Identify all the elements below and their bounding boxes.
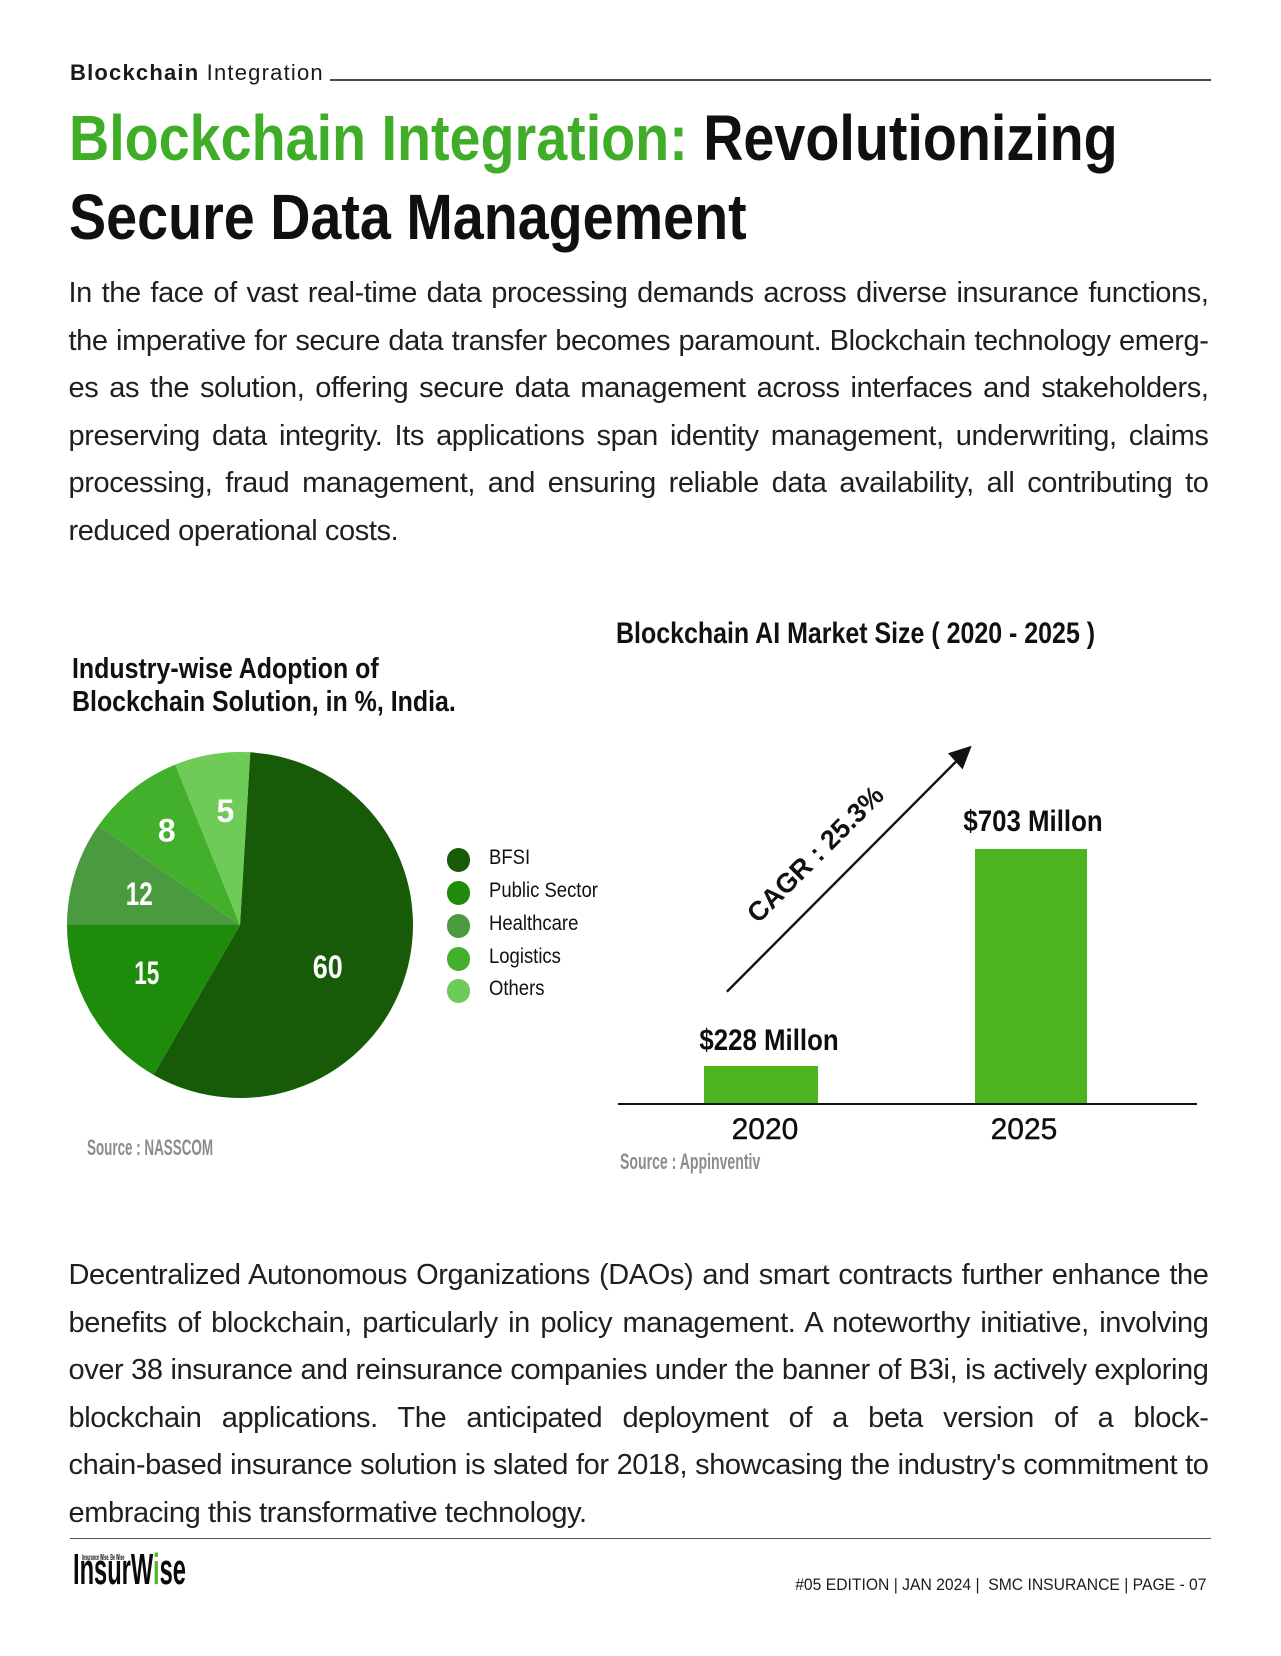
svg-text:12: 12: [126, 876, 153, 912]
svg-text:5: 5: [217, 793, 235, 829]
svg-text:8: 8: [158, 813, 176, 849]
svg-text:60: 60: [313, 949, 343, 985]
svg-text:CAGR : 25.3%: CAGR : 25.3%: [741, 780, 890, 929]
svg-text:15: 15: [134, 955, 159, 991]
